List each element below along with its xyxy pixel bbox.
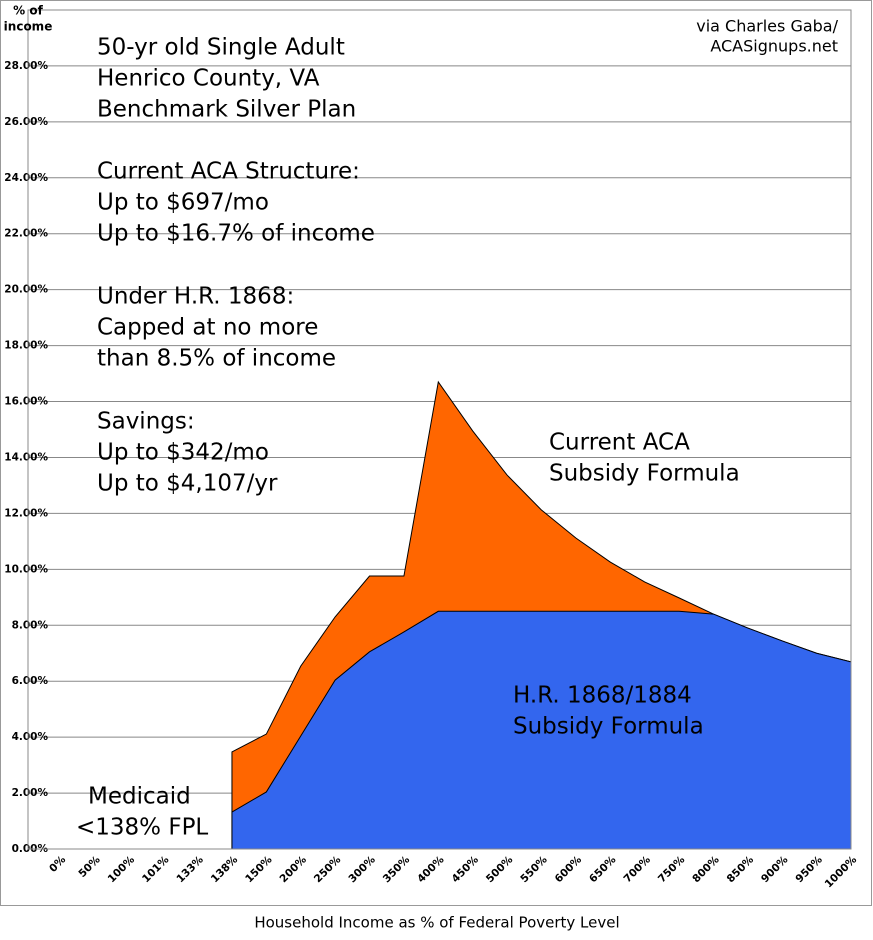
x-tick-label: 250% [312,853,344,885]
y-tick-label: 16.00% [4,396,48,408]
x-tick-label: 850% [725,853,757,885]
y-tick-label: 18.00% [4,340,48,352]
area [231,610,852,850]
annotation: Benchmark Silver Plan [97,97,356,123]
y-tick-label: 6.00% [12,675,49,687]
annotation: H.R. 1868/1884 [513,683,692,709]
y-tick-label: 12.00% [4,507,48,519]
x-tick-label: 0% [47,853,68,874]
x-tick-label: 500% [484,853,516,885]
x-tick-label: 150% [243,853,275,885]
y-tick-label: 20.00% [4,284,48,296]
y-tick-label: 22.00% [4,228,48,240]
x-axis-title: Household Income as % of Federal Poverty… [254,914,619,932]
x-tick-label: 550% [518,853,550,885]
x-tick-label: 101% [140,853,172,885]
x-tick-label: 750% [656,853,688,885]
y-tick-label: 4.00% [12,731,49,743]
x-tick-label: 50% [76,853,103,880]
annotation: Under H.R. 1868: [97,284,294,310]
x-tick-label: 900% [759,853,791,885]
annotation: Current ACA Structure: [97,159,360,185]
annotation: Subsidy Formula [513,714,704,740]
x-tick-label: 300% [346,853,378,885]
x-tick-label: 950% [793,853,825,885]
annotation: Up to $697/mo [97,190,269,216]
annotation: Current ACA [549,430,690,456]
x-tick-label: 200% [278,853,310,885]
source: via Charles Gaba/ [696,17,838,36]
y-tick-label: 10.00% [4,563,48,575]
annotation: Capped at no more [97,315,318,341]
y-tick-label: 26.00% [4,116,48,128]
plot-frame [27,9,852,850]
annotation: Henrico County, VA [97,66,320,92]
x-tick-label: 800% [690,853,722,885]
chart-border [0,0,872,906]
y-axis-title: income [4,20,53,34]
annotation: Savings: [97,409,195,435]
x-tick-label: 1000% [823,853,860,890]
annotation: <138% FPL [76,815,208,841]
x-tick-label: 650% [587,853,619,885]
y-tick-label: 8.00% [12,619,49,631]
x-tick-label: 133% [174,853,206,885]
y-tick-label: 14.00% [4,451,48,463]
y-tick-label: 28.00% [4,60,48,72]
x-tick-label: 138% [209,853,241,885]
annotation: Up to $16.7% of income [97,221,375,247]
source: ACASignups.net [710,37,838,56]
annotation: than 8.5% of income [97,346,336,372]
x-tick-label: 600% [553,853,585,885]
annotation: Up to $342/mo [97,440,269,466]
x-tick-label: 400% [415,853,447,885]
annotation: Up to $4,107/yr [97,471,278,497]
x-tick-label: 350% [381,853,413,885]
y-axis-title: % of [13,4,43,18]
annotation: Subsidy Formula [549,461,740,487]
annotation: Medicaid [88,784,191,810]
y-tick-label: 24.00% [4,172,48,184]
x-tick-label: 100% [106,853,138,885]
x-tick-label: 450% [450,853,482,885]
annotation: 50-yr old Single Adult [97,35,345,61]
x-tick-label: 700% [621,853,653,885]
y-tick-label: 2.00% [12,787,49,799]
